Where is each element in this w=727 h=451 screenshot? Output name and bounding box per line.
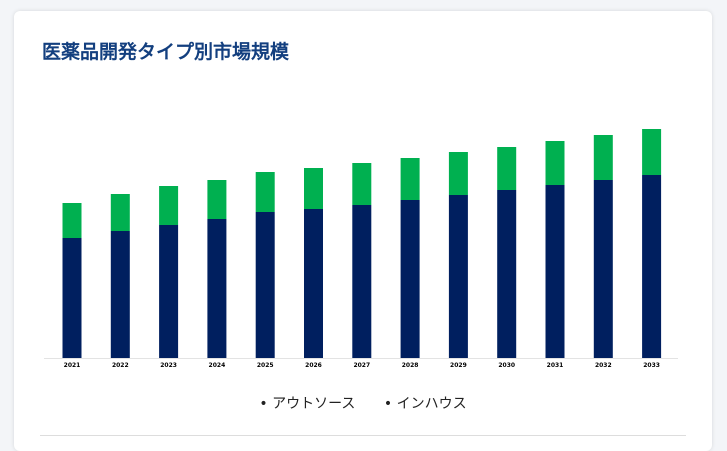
bar-inhouse-2031 [545,141,565,185]
x-tick-label: 2025 [257,362,274,369]
bar-outsource-2024 [207,219,227,358]
bar-inhouse-2029 [448,152,468,195]
bar-outsource-2029 [448,195,468,358]
x-tick-label: 2033 [643,362,660,369]
chart-title: 医薬品開発タイプ別市場規模 [42,41,290,63]
bar-outsource-2021 [62,238,82,358]
bar-inhouse-2030 [497,147,517,190]
x-tick-label: 2024 [209,362,226,369]
bar-inhouse-2033 [642,129,662,175]
bar-outsource-2025 [255,212,275,358]
stacked-bar-chart: 2021 2022 2023 2024 2025 2026 2027 2028 2029 2030… [44,129,678,369]
x-tick-label: 2026 [305,362,322,369]
x-tick-label: 2028 [402,362,419,369]
bar-outsource-2023 [159,225,179,358]
bar-outsource-2031 [545,185,565,358]
legend-item-inhouse[interactable]: • インハウス [383,396,467,412]
bar-inhouse-2026 [304,168,323,209]
divider [40,435,686,436]
bar-outsource-2027 [352,205,372,358]
legend-item-outsource[interactable]: • アウトソース [259,396,356,412]
bar-inhouse-2025 [255,172,275,212]
x-tick-label: 2031 [547,362,564,369]
x-tick-label: 2029 [450,362,467,369]
bar-outsource-2030 [497,190,517,358]
x-tick-label: 2021 [64,362,81,369]
bar-outsource-2028 [400,200,420,358]
bar-inhouse-2021 [62,203,82,238]
bar-inhouse-2024 [207,180,227,219]
x-tick-label: 2022 [112,362,129,369]
bar-outsource-2026 [304,209,323,358]
x-tick-label: 2032 [595,362,612,369]
bar-outsource-2033 [642,175,662,358]
bar-inhouse-2023 [159,186,179,225]
bar-inhouse-2022 [110,194,130,231]
bar-inhouse-2028 [400,158,420,200]
x-tick-label: 2030 [498,362,515,369]
bar-outsource-2022 [110,231,130,358]
x-tick-label: 2027 [353,362,370,369]
chart-card: 医薬品開発タイプ別市場規模 2021 2022 2023 2024 2025 2026 20… [14,11,712,451]
legend: • アウトソース • インハウス [14,393,712,413]
x-tick-label: 2023 [160,362,177,369]
bar-inhouse-2032 [593,135,613,180]
bar-inhouse-2027 [352,163,372,205]
bar-outsource-2032 [593,180,613,358]
